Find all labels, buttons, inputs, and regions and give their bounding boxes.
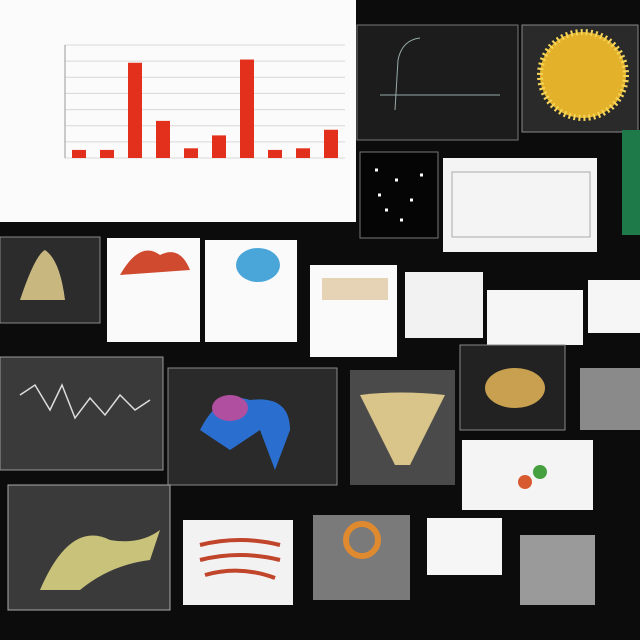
plot-frame — [451, 171, 591, 238]
bar — [128, 62, 142, 158]
graphic — [20, 250, 65, 300]
graphic — [360, 392, 445, 465]
panel — [405, 272, 483, 338]
graphic — [236, 248, 280, 282]
panel — [580, 368, 640, 430]
graphic — [485, 368, 545, 408]
graphic — [518, 475, 532, 489]
panel — [359, 151, 439, 239]
graphic — [199, 538, 281, 580]
graphic — [322, 278, 388, 300]
graphic — [212, 395, 248, 421]
graphic — [380, 37, 500, 111]
panel — [622, 130, 640, 235]
graphic — [120, 250, 190, 275]
bar — [268, 149, 282, 158]
sphere — [537, 29, 629, 121]
panel — [462, 440, 593, 510]
dots — [375, 168, 423, 222]
bar — [72, 149, 86, 158]
bar — [184, 148, 198, 158]
chart-panel — [0, 0, 356, 222]
panel — [183, 520, 293, 605]
panel — [443, 158, 597, 252]
panel — [0, 356, 164, 471]
panel — [588, 280, 640, 333]
bar — [296, 148, 310, 158]
panel — [356, 24, 519, 141]
graphic — [533, 465, 547, 479]
panel — [427, 518, 502, 575]
panel — [487, 290, 583, 345]
panel — [520, 535, 595, 605]
bar — [240, 59, 254, 158]
bar — [324, 129, 338, 158]
graphic — [19, 383, 151, 420]
graphic — [343, 521, 381, 559]
bar — [156, 120, 170, 158]
bar — [212, 135, 226, 158]
graphic — [40, 530, 160, 590]
bar — [100, 149, 114, 158]
